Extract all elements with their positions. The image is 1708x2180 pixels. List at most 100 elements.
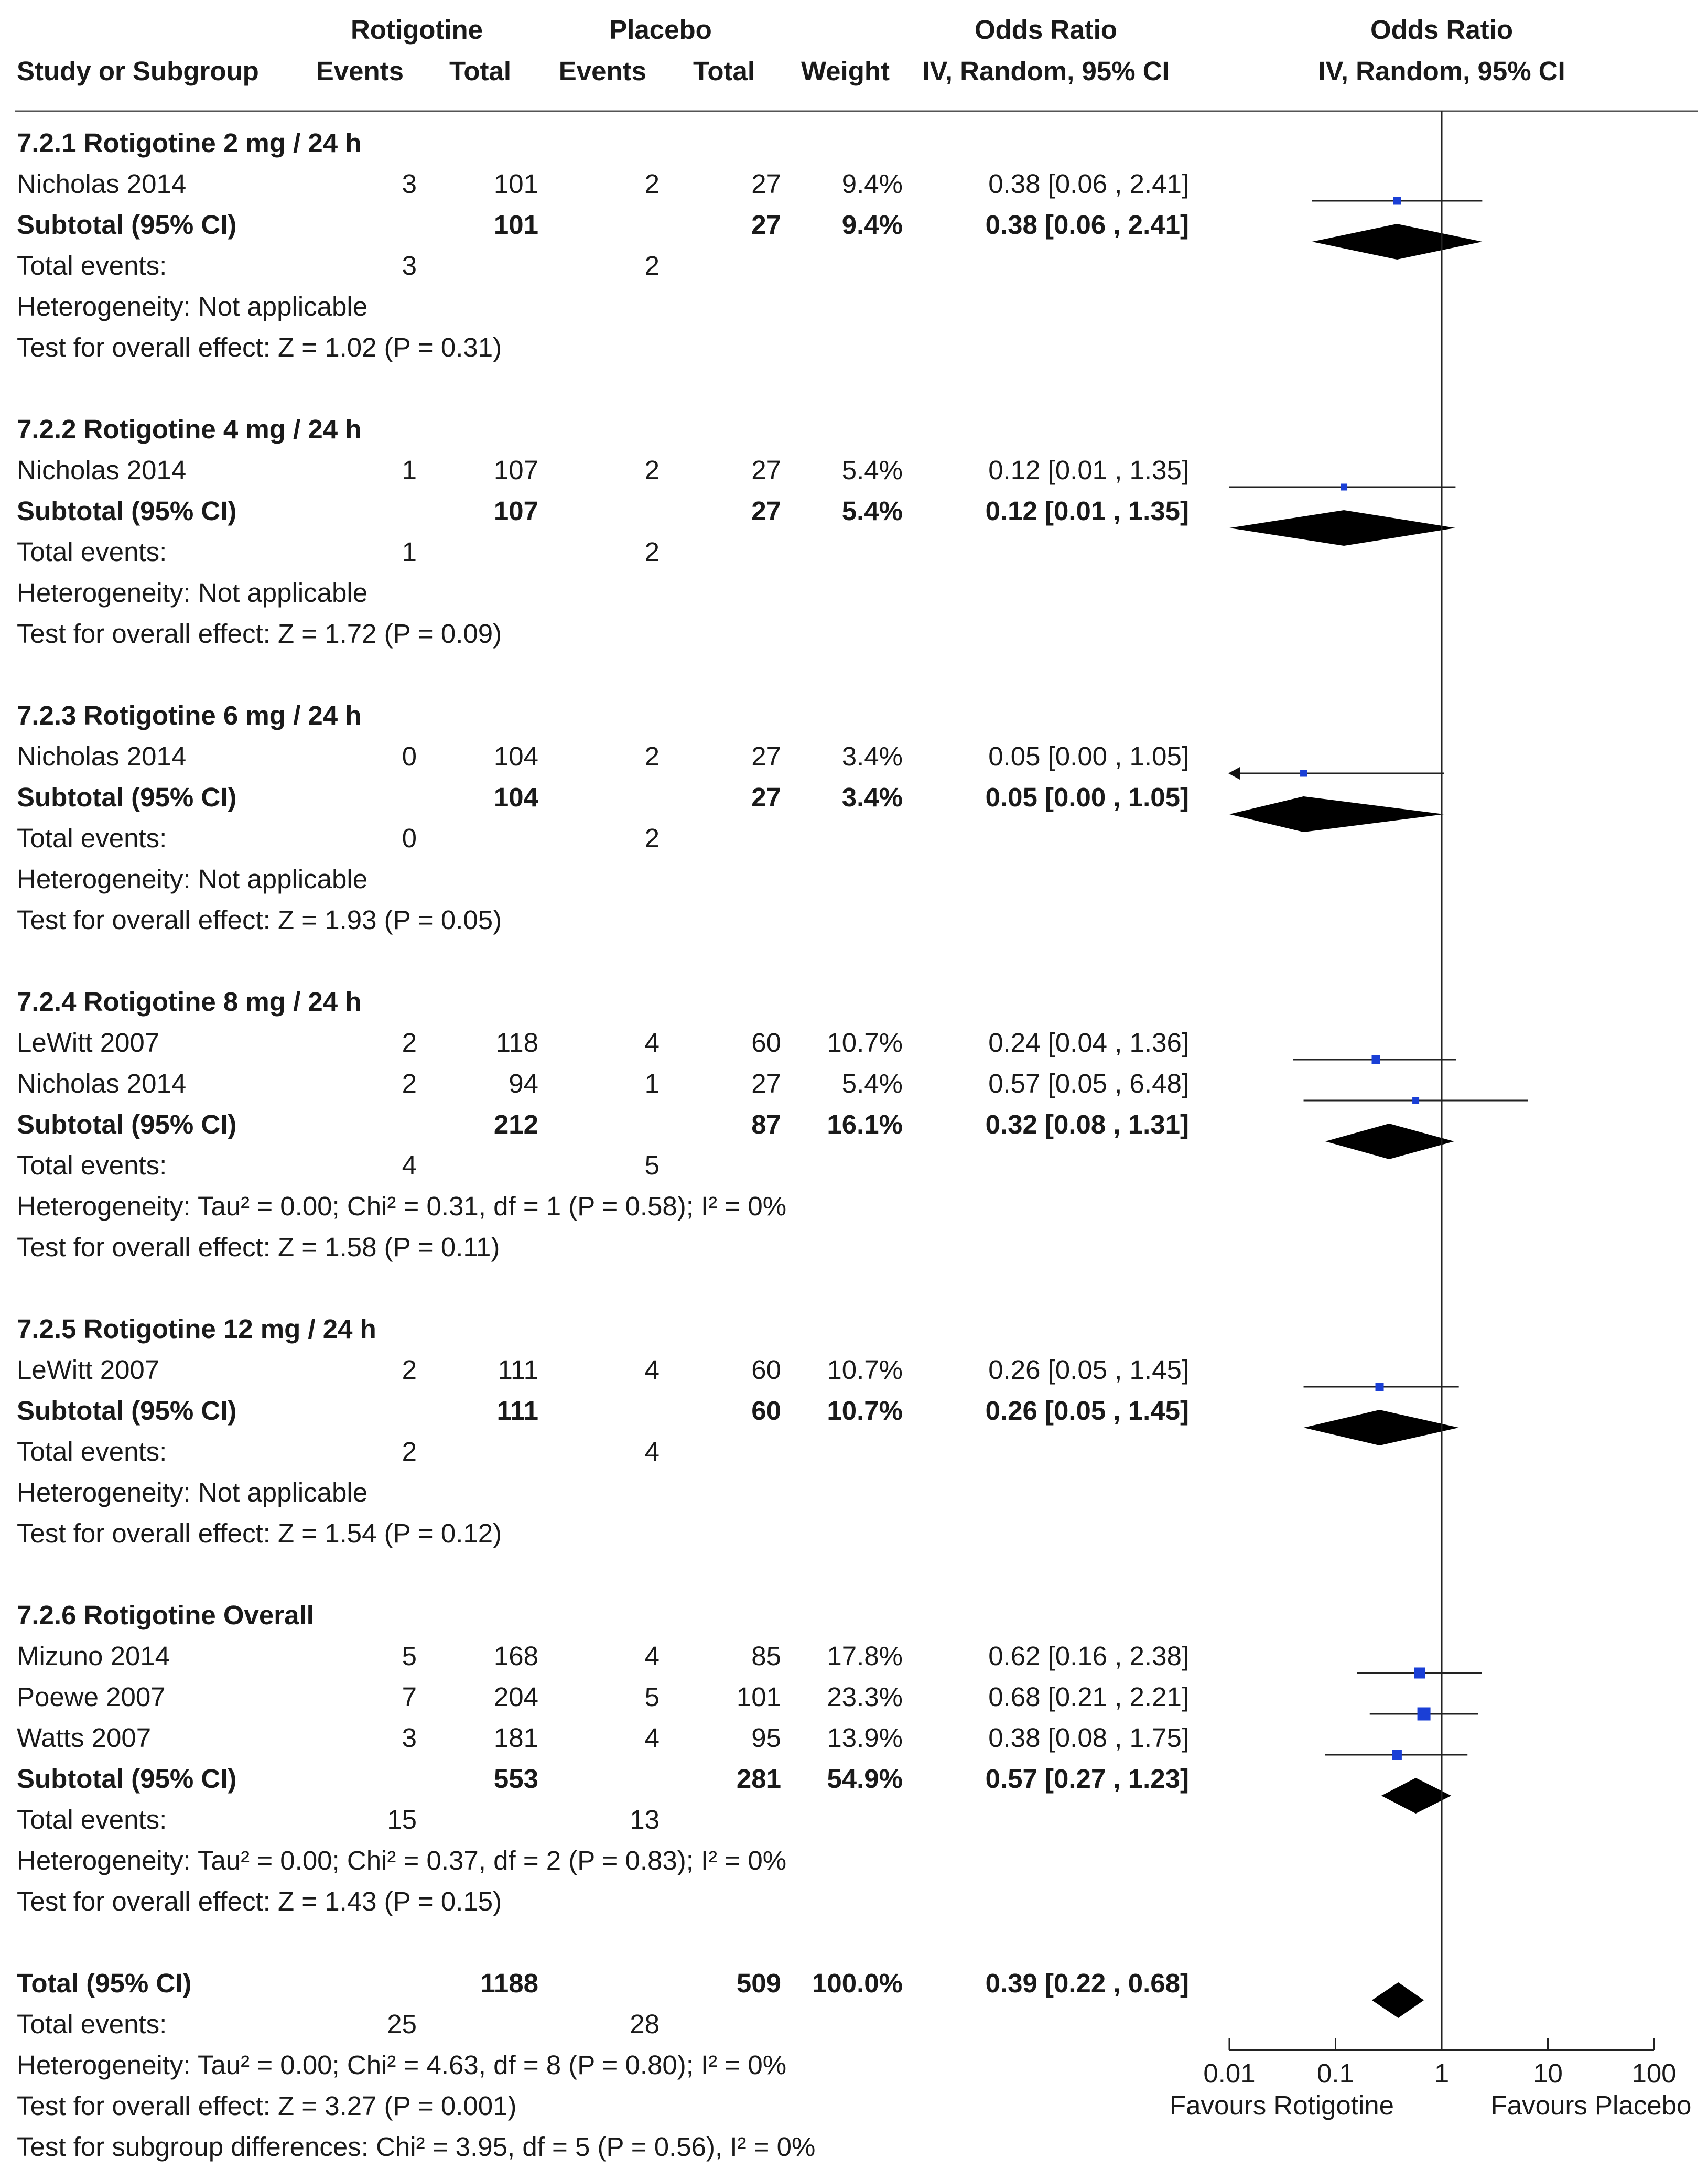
total1-cell: 104 [494, 782, 539, 812]
pooled-diamond [1381, 1778, 1452, 1814]
plot-column-header: IV, Random, 95% CI [1318, 56, 1565, 86]
total2-cell: 27 [751, 1069, 781, 1098]
note-label: Heterogeneity: Not applicable [17, 292, 367, 321]
events2-column-header: Events [559, 56, 646, 86]
pooled-diamond [1312, 224, 1483, 260]
note-label: Heterogeneity: Tau² = 0.00; Chi² = 0.37,… [17, 1846, 786, 1875]
events1-cell: 2 [402, 1437, 417, 1466]
events1-cell: 3 [402, 251, 417, 280]
events2-cell: 5 [645, 1150, 660, 1180]
total1-cell: 118 [496, 1028, 538, 1057]
weight-cell: 5.4% [842, 1069, 903, 1098]
total2-cell: 27 [751, 782, 781, 812]
note-label: Test for overall effect: Z = 1.54 (P = 0… [17, 1518, 502, 1548]
total1-cell: 168 [494, 1641, 538, 1671]
effect-ci-cell: 0.32 [0.08 , 1.31] [986, 1109, 1189, 1139]
note-label: Test for subgroup differences: Chi² = 3.… [17, 2132, 815, 2162]
favours-left-label: Favours Rotigotine [1170, 2090, 1394, 2120]
pooled-diamond [1325, 1124, 1454, 1159]
events2-cell: 4 [645, 1028, 660, 1057]
weight-cell: 5.4% [842, 455, 903, 485]
subtotal-label: Subtotal (95% CI) [17, 1396, 236, 1426]
events1-cell: 0 [402, 741, 417, 771]
effect-ci-cell: 0.05 [0.00 , 1.05] [988, 741, 1189, 771]
note-label: Test for overall effect: Z = 1.58 (P = 0… [17, 1232, 500, 1262]
events2-cell: 5 [645, 1682, 660, 1712]
table-rows: 7.2.1 Rotigotine 2 mg / 24 h Nicholas 201… [17, 128, 1189, 2162]
weight-cell: 100.0% [812, 1968, 903, 1998]
weight-cell: 5.4% [842, 496, 903, 526]
subgroup-heading: 7.2.5 Rotigotine 12 mg / 24 h [17, 1314, 376, 1344]
total1-cell: 111 [498, 1355, 538, 1385]
study-column-header: Study or Subgroup [17, 56, 259, 86]
tick-label: 0.01 [1203, 2058, 1255, 2088]
study-point [1417, 1707, 1431, 1721]
column-headers: Rotigotine Placebo Odds Ratio Odds Ratio… [17, 15, 1565, 86]
weight-cell: 23.3% [827, 1682, 903, 1712]
events1-cell: 4 [402, 1150, 417, 1180]
total2-cell: 85 [751, 1641, 781, 1671]
total1-cell: 212 [494, 1109, 538, 1139]
note-label: Test for overall effect: Z = 1.93 (P = 0… [17, 905, 502, 935]
events2-cell: 2 [645, 251, 660, 280]
total2-cell: 281 [737, 1764, 781, 1794]
events2-cell: 2 [645, 169, 660, 199]
events1-column-header: Events [316, 56, 404, 86]
total1-cell: 104 [494, 741, 538, 771]
events1-cell: 3 [402, 169, 417, 199]
total2-cell: 60 [751, 1396, 781, 1426]
study-label: Nicholas 2014 [17, 455, 186, 485]
total1-cell: 107 [494, 455, 538, 485]
study-point [1371, 1055, 1380, 1064]
effect-ci-cell: 0.26 [0.05 , 1.45] [986, 1396, 1189, 1426]
total1-cell: 94 [509, 1069, 538, 1098]
total1-cell: 204 [494, 1682, 538, 1712]
events-label: Total events: [17, 1437, 167, 1466]
study-point [1392, 1750, 1402, 1760]
effect-ci-cell: 0.39 [0.22 , 0.68] [986, 1968, 1189, 1998]
pooled-diamond [1371, 1982, 1424, 2018]
subtotal-label: Total (95% CI) [17, 1968, 191, 1998]
favours-right-label: Favours Placebo [1491, 2090, 1692, 2120]
effect-ci-cell: 0.12 [0.01 , 1.35] [986, 496, 1189, 526]
events2-cell: 2 [645, 455, 660, 485]
study-label: LeWitt 2007 [17, 1028, 159, 1057]
effect-ci-cell: 0.57 [0.05 , 6.48] [988, 1069, 1189, 1098]
events-label: Total events: [17, 537, 167, 567]
weight-cell: 10.7% [827, 1355, 903, 1385]
plot-marks [1228, 197, 1528, 2018]
total1-cell: 181 [494, 1723, 538, 1753]
total2-cell: 27 [751, 210, 781, 240]
subgroup-heading: 7.2.4 Rotigotine 8 mg / 24 h [17, 987, 361, 1017]
study-point [1341, 483, 1348, 491]
effect-ci-cell: 0.68 [0.21 , 2.21] [988, 1682, 1189, 1712]
total2-column-header: Total [693, 56, 755, 86]
weight-cell: 10.7% [827, 1396, 903, 1426]
total2-cell: 27 [751, 741, 781, 771]
pooled-diamond [1229, 510, 1456, 546]
note-label: Test for overall effect: Z = 1.43 (P = 0… [17, 1886, 502, 1916]
weight-column-header: Weight [801, 56, 890, 86]
events-label: Total events: [17, 823, 167, 853]
note-label: Heterogeneity: Not applicable [17, 1477, 367, 1507]
weight-cell: 10.7% [827, 1028, 903, 1057]
total2-cell: 27 [751, 169, 781, 199]
total1-cell: 1188 [480, 1968, 538, 1998]
subtotal-label: Subtotal (95% CI) [17, 1109, 236, 1139]
weight-cell: 3.4% [842, 741, 903, 771]
total1-cell: 111 [497, 1396, 538, 1426]
x-axis: Favours Rotigotine Favours Placebo 0.01 0… [1170, 111, 1691, 2120]
tick-label: 0.1 [1317, 2058, 1354, 2088]
study-point [1393, 197, 1401, 205]
effect-title: Odds Ratio [975, 15, 1117, 45]
subgroup-heading: 7.2.2 Rotigotine 4 mg / 24 h [17, 414, 361, 444]
study-label: Poewe 2007 [17, 1682, 166, 1712]
events-label: Total events: [17, 2009, 167, 2039]
events-label: Total events: [17, 1805, 167, 1834]
study-label: Mizuno 2014 [17, 1641, 170, 1671]
events2-cell: 2 [645, 741, 660, 771]
study-label: LeWitt 2007 [17, 1355, 159, 1385]
plot-title: Odds Ratio [1370, 15, 1513, 45]
subtotal-label: Subtotal (95% CI) [17, 1764, 236, 1794]
total1-cell: 553 [494, 1764, 538, 1794]
